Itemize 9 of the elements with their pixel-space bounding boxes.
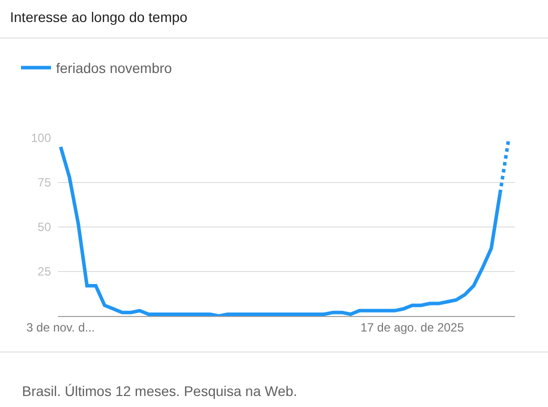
x-tick-label: 17 de ago. de 2025 — [360, 320, 464, 334]
y-tick-label: 50 — [38, 220, 52, 234]
y-tick-label: 25 — [38, 264, 52, 279]
x-tick-label: 3 de nov. d... — [26, 320, 95, 334]
text: Brasil. Últimos 12 meses. Pesquisa na Web. — [22, 383, 298, 399]
y-tick-label: 75 — [38, 176, 52, 190]
legend-label: feriados novembro — [56, 60, 172, 76]
chart-title: Interesse ao longo do tempo — [10, 8, 188, 25]
y-tick-label: 100 — [30, 131, 52, 146]
